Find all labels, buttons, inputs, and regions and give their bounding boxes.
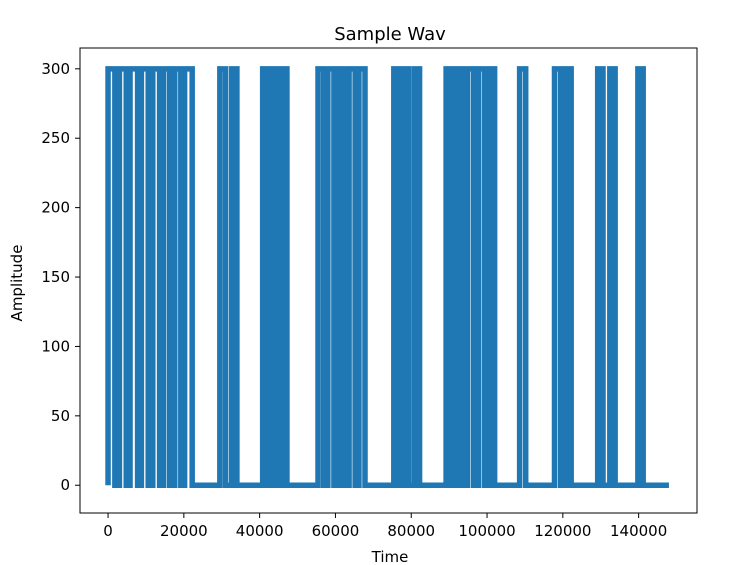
x-tick-label: 120000 xyxy=(534,522,591,540)
plot-area xyxy=(105,66,669,488)
x-tick-label: 0 xyxy=(103,522,113,540)
y-axis: 0 50 100 150 200 250 300 xyxy=(41,60,80,494)
y-tick-label: 100 xyxy=(41,337,70,355)
y-tick-label: 250 xyxy=(41,129,70,147)
y-tick-label: 150 xyxy=(41,268,70,286)
y-tick-label: 0 xyxy=(60,476,70,494)
chart-title: Sample Wav xyxy=(334,24,446,45)
x-tick-label: 40000 xyxy=(236,522,284,540)
y-tick-label: 200 xyxy=(41,199,70,217)
plot-frame xyxy=(79,47,698,514)
x-tick-label: 80000 xyxy=(387,522,435,540)
x-tick-label: 20000 xyxy=(160,522,208,540)
y-axis-label: Amplitude xyxy=(8,245,26,322)
x-tick-label: 60000 xyxy=(312,522,360,540)
x-tick-label: 100000 xyxy=(458,522,515,540)
y-tick-label: 300 xyxy=(41,60,70,78)
x-tick-label: 140000 xyxy=(610,522,667,540)
y-tick-label: 50 xyxy=(51,407,70,425)
x-axis: 0 20000 40000 60000 80000 100000 120000 140000 xyxy=(103,513,667,540)
x-axis-label: Time xyxy=(371,548,409,565)
signal-line xyxy=(105,66,669,488)
